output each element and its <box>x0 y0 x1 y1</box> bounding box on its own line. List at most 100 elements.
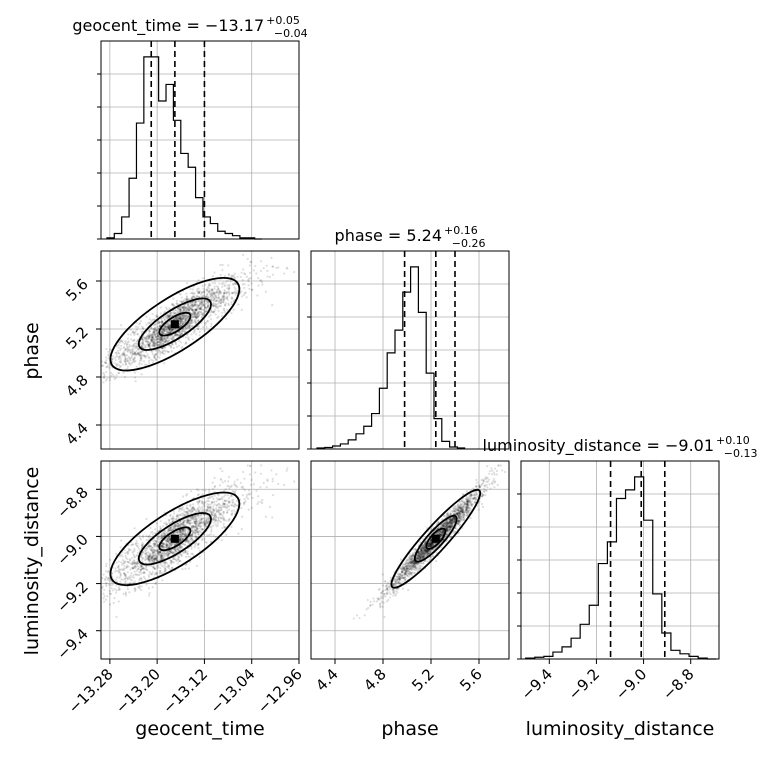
sample-point <box>223 479 227 483</box>
sample-point <box>194 308 197 311</box>
sample-point <box>148 359 151 362</box>
sample-point <box>200 300 204 303</box>
sample-point <box>158 340 162 343</box>
sample-point <box>198 307 202 310</box>
sample-point <box>148 343 151 346</box>
sample-point <box>115 569 118 572</box>
sample-point <box>215 500 218 503</box>
sample-point <box>194 313 197 316</box>
sample-point <box>161 542 164 546</box>
sample-point <box>166 339 169 342</box>
sample-point <box>126 365 129 368</box>
sample-point <box>171 338 174 341</box>
sample-point <box>226 511 229 514</box>
sample-point <box>103 377 106 380</box>
sample-point <box>202 521 206 525</box>
sample-point <box>215 291 218 294</box>
sample-point <box>178 510 181 513</box>
sample-point <box>121 354 124 357</box>
sample-point <box>133 351 137 355</box>
sample-point <box>259 279 262 282</box>
sample-point <box>165 326 168 329</box>
sample-point <box>271 477 274 480</box>
sample-point <box>148 332 151 335</box>
sample-point <box>185 314 188 317</box>
ylabel-luminosity-distance: luminosity_distance <box>21 467 43 656</box>
sample-point <box>199 306 202 310</box>
sample-point <box>165 327 168 330</box>
sample-point <box>161 320 164 323</box>
sample-point <box>135 346 138 349</box>
sample-point <box>167 565 170 568</box>
sample-point <box>125 359 128 362</box>
sample-point <box>213 294 217 298</box>
sample-point <box>201 537 204 540</box>
sample-point <box>143 363 147 366</box>
sample-point <box>104 570 108 573</box>
sample-point <box>163 330 166 333</box>
sample-point <box>136 326 139 329</box>
sample-point <box>195 308 199 311</box>
sample-point <box>123 342 126 346</box>
sample-point <box>181 533 184 537</box>
sample-point <box>163 530 166 533</box>
sample-point <box>163 337 166 340</box>
sample-point <box>107 357 110 360</box>
sample-point <box>195 316 198 319</box>
sample-point <box>157 321 160 324</box>
sample-point <box>230 495 233 498</box>
sample-point <box>168 324 171 328</box>
sample-point <box>175 299 179 302</box>
sample-point <box>119 580 122 583</box>
sample-point <box>150 327 153 330</box>
sample-point <box>117 352 120 355</box>
sample-point <box>171 557 175 561</box>
sample-point <box>147 334 150 337</box>
sample-point <box>197 493 200 496</box>
sample-point <box>166 337 169 340</box>
sample-point <box>133 570 136 573</box>
sample-point <box>134 330 137 333</box>
sample-point <box>151 340 154 344</box>
sample-point <box>233 276 237 280</box>
sample-point <box>214 313 217 316</box>
sample-point <box>190 322 193 325</box>
sample-point <box>174 311 177 315</box>
sample-point <box>168 329 171 332</box>
sample-point <box>114 567 117 570</box>
sample-point <box>147 335 151 338</box>
sample-point <box>158 321 161 324</box>
sample-point <box>218 299 221 302</box>
sample-point <box>113 587 116 591</box>
sample-point <box>200 502 203 505</box>
sample-point <box>182 309 185 312</box>
sample-point <box>128 362 131 365</box>
sample-point <box>196 311 199 314</box>
sample-point <box>130 361 133 364</box>
sample-point <box>185 315 188 319</box>
sample-point <box>162 337 166 341</box>
sample-point <box>160 318 163 321</box>
sample-point <box>138 354 141 357</box>
sample-point <box>169 344 172 347</box>
sample-point <box>265 486 268 489</box>
sample-point <box>180 347 183 350</box>
sample-point <box>219 298 223 301</box>
sample-point <box>235 289 239 293</box>
sample-point <box>133 549 136 552</box>
sample-point <box>161 525 164 528</box>
sample-point <box>198 303 201 306</box>
sample-point <box>152 539 155 542</box>
sample-point <box>178 340 181 343</box>
sample-point <box>127 345 130 349</box>
sample-point <box>206 302 210 305</box>
sample-point <box>108 589 111 593</box>
sample-point <box>201 312 204 316</box>
sample-point <box>171 566 174 569</box>
sample-point <box>215 303 218 306</box>
sample-point <box>171 561 174 564</box>
sample-point <box>206 497 210 500</box>
sample-point <box>161 332 164 335</box>
sample-point <box>148 545 151 548</box>
sample-point <box>157 348 160 352</box>
